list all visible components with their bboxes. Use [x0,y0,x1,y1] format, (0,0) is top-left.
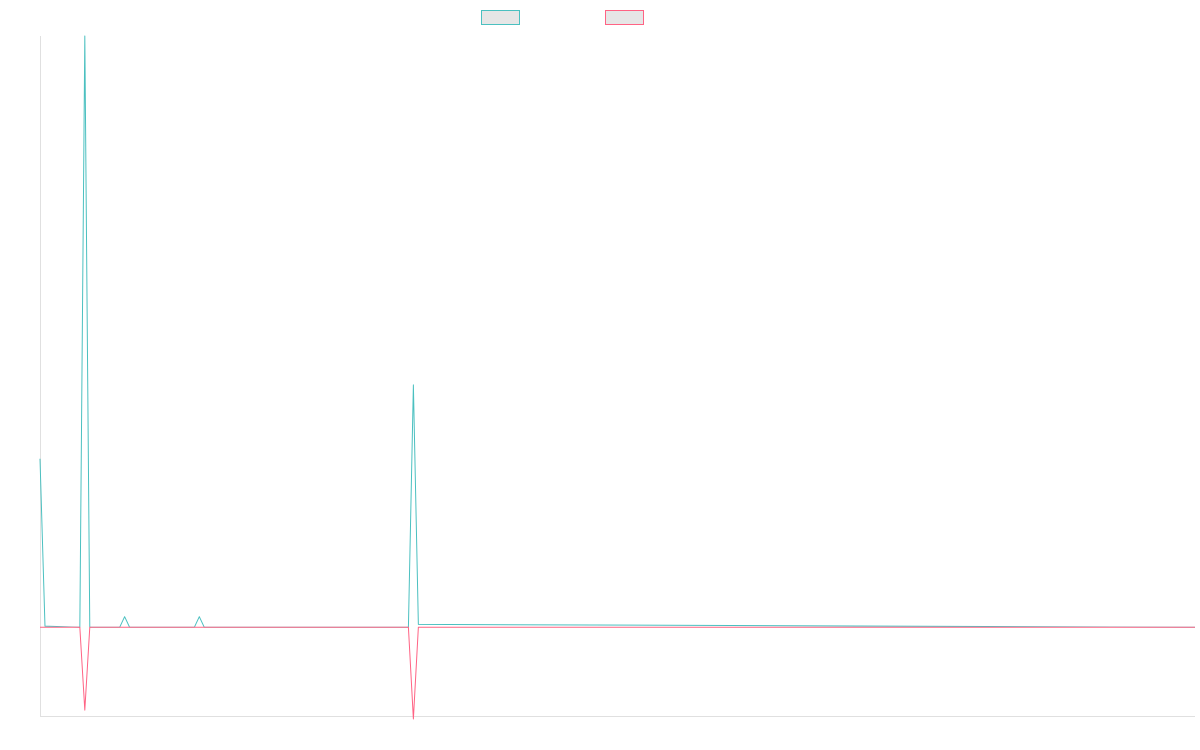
legend-swatch-series-2[interactable] [605,10,644,25]
series-line-2 [40,626,1195,720]
series-line-1 [39,35,1196,628]
legend-swatch-series-1[interactable] [481,10,520,25]
